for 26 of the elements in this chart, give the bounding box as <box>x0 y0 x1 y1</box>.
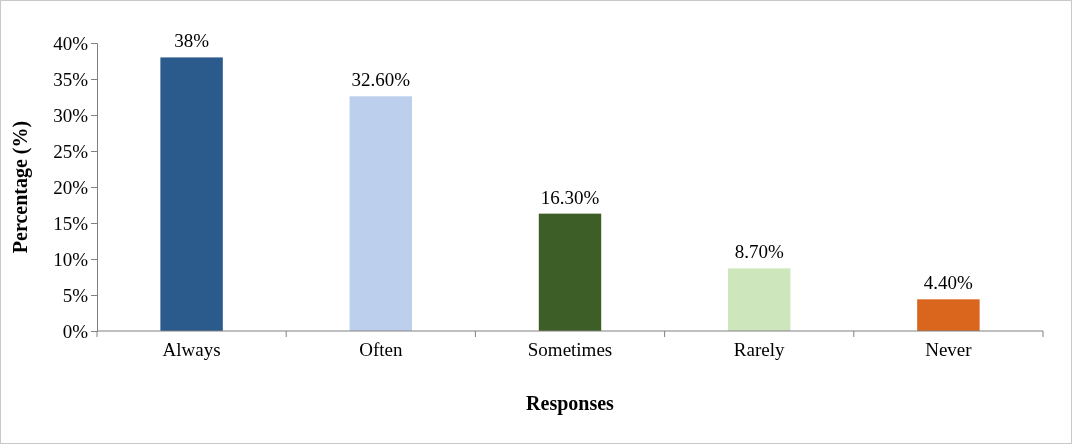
y-tick-label: 10% <box>53 248 89 270</box>
y-tick-label: 5% <box>62 284 89 306</box>
bar <box>349 96 413 331</box>
data-label: 38% <box>174 30 210 52</box>
y-tick-label: 35% <box>53 68 89 90</box>
y-tick-label: 15% <box>53 212 89 234</box>
y-tick-label: 30% <box>53 104 89 126</box>
data-label: 16.30% <box>540 186 600 208</box>
data-label: 8.70% <box>734 241 784 263</box>
y-tick-label: 25% <box>53 140 89 162</box>
y-tick-label: 40% <box>53 32 89 54</box>
x-tick-label: Never <box>925 339 973 361</box>
y-tick-label: 0% <box>62 320 89 342</box>
bar <box>917 299 980 331</box>
x-tick-label: Rarely <box>733 339 786 361</box>
bar <box>727 268 791 331</box>
x-axis-title: Responses <box>526 392 615 415</box>
data-label: 32.60% <box>351 69 411 91</box>
x-tick-label: Often <box>359 339 403 361</box>
bar <box>160 57 223 331</box>
y-tick-label: 20% <box>53 176 89 198</box>
y-axis-title: Percentage (%) <box>9 120 32 254</box>
bar <box>538 213 602 331</box>
data-label: 4.40% <box>923 272 974 294</box>
x-tick-label: Sometimes <box>527 339 613 361</box>
x-tick-label: Always <box>162 339 221 361</box>
